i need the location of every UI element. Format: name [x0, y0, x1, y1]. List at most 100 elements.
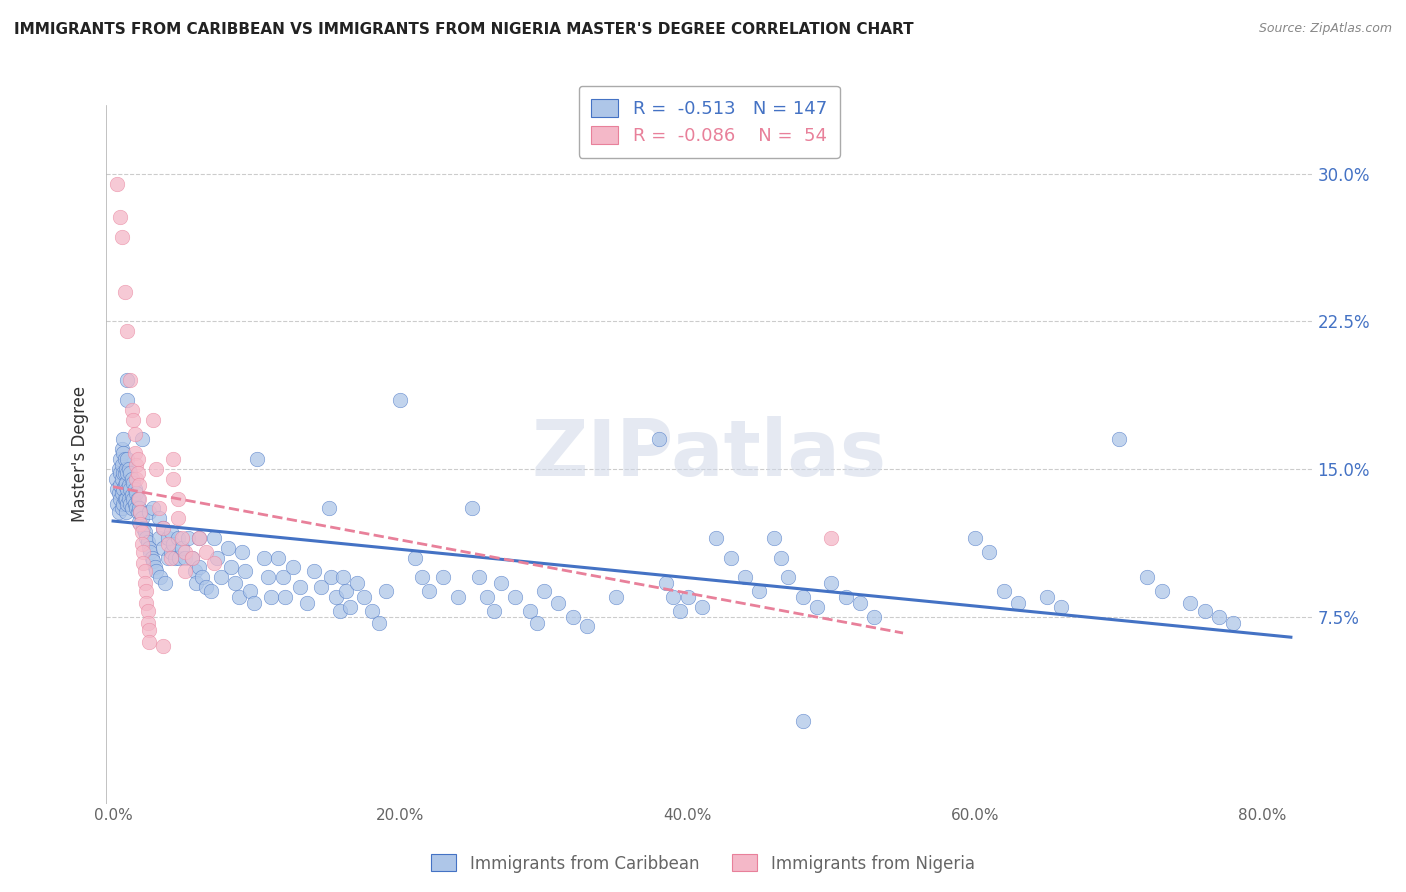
Point	[112, 482, 135, 496]
Point	[166, 511, 188, 525]
Point	[135, 596, 157, 610]
Point	[117, 452, 139, 467]
Point	[117, 324, 139, 338]
Point	[131, 524, 153, 539]
Point	[124, 426, 146, 441]
Point	[734, 570, 756, 584]
Point	[233, 565, 256, 579]
Point	[134, 524, 156, 539]
Point	[142, 554, 165, 568]
Point	[129, 505, 152, 519]
Point	[1108, 433, 1130, 447]
Point	[329, 604, 352, 618]
Point	[806, 599, 828, 614]
Point	[139, 544, 162, 558]
Point	[162, 537, 184, 551]
Point	[186, 576, 208, 591]
Point	[243, 596, 266, 610]
Point	[131, 433, 153, 447]
Point	[148, 501, 170, 516]
Point	[110, 491, 132, 506]
Point	[121, 472, 143, 486]
Point	[1208, 609, 1230, 624]
Point	[128, 501, 150, 516]
Point	[117, 497, 139, 511]
Point	[110, 466, 132, 480]
Point	[114, 452, 136, 467]
Point	[163, 550, 186, 565]
Point	[127, 452, 149, 467]
Point	[432, 570, 454, 584]
Point	[224, 576, 246, 591]
Point	[127, 466, 149, 480]
Point	[170, 541, 193, 555]
Point	[389, 393, 412, 408]
Point	[121, 403, 143, 417]
Point	[253, 550, 276, 565]
Point	[129, 505, 152, 519]
Point	[138, 541, 160, 555]
Point	[152, 521, 174, 535]
Point	[114, 466, 136, 480]
Point	[302, 565, 325, 579]
Point	[411, 570, 433, 584]
Point	[142, 501, 165, 516]
Point	[128, 477, 150, 491]
Point	[120, 373, 142, 387]
Point	[156, 537, 179, 551]
Point	[195, 580, 218, 594]
Point	[346, 576, 368, 591]
Point	[274, 590, 297, 604]
Point	[318, 501, 340, 516]
Point	[1035, 590, 1057, 604]
Point	[142, 413, 165, 427]
Point	[167, 550, 190, 565]
Point	[156, 550, 179, 565]
Point	[145, 462, 167, 476]
Point	[127, 505, 149, 519]
Point	[121, 487, 143, 501]
Point	[118, 491, 141, 506]
Point	[834, 590, 856, 604]
Point	[152, 521, 174, 535]
Point	[117, 393, 139, 408]
Point	[114, 285, 136, 299]
Point	[152, 639, 174, 653]
Legend: R =  -0.513   N = 147, R =  -0.086    N =  54: R = -0.513 N = 147, R = -0.086 N = 54	[579, 86, 839, 158]
Point	[676, 590, 699, 604]
Point	[547, 596, 569, 610]
Point	[332, 570, 354, 584]
Point	[288, 580, 311, 594]
Point	[1194, 604, 1216, 618]
Point	[115, 475, 138, 490]
Point	[202, 531, 225, 545]
Point	[335, 584, 357, 599]
Point	[202, 557, 225, 571]
Point	[115, 491, 138, 506]
Point	[117, 466, 139, 480]
Point	[648, 433, 671, 447]
Point	[153, 576, 176, 591]
Point	[112, 446, 135, 460]
Point	[111, 458, 134, 472]
Legend: Immigrants from Caribbean, Immigrants from Nigeria: Immigrants from Caribbean, Immigrants fr…	[425, 847, 981, 880]
Point	[148, 531, 170, 545]
Point	[122, 475, 145, 490]
Point	[131, 511, 153, 525]
Point	[475, 590, 498, 604]
Point	[461, 501, 484, 516]
Point	[418, 584, 440, 599]
Point	[769, 550, 792, 565]
Point	[321, 570, 343, 584]
Point	[166, 531, 188, 545]
Point	[143, 560, 166, 574]
Point	[219, 560, 242, 574]
Text: ZIPatlas: ZIPatlas	[531, 417, 887, 492]
Point	[111, 472, 134, 486]
Point	[188, 560, 211, 574]
Point	[260, 590, 283, 604]
Point	[105, 497, 128, 511]
Point	[124, 446, 146, 460]
Point	[482, 604, 505, 618]
Point	[124, 482, 146, 496]
